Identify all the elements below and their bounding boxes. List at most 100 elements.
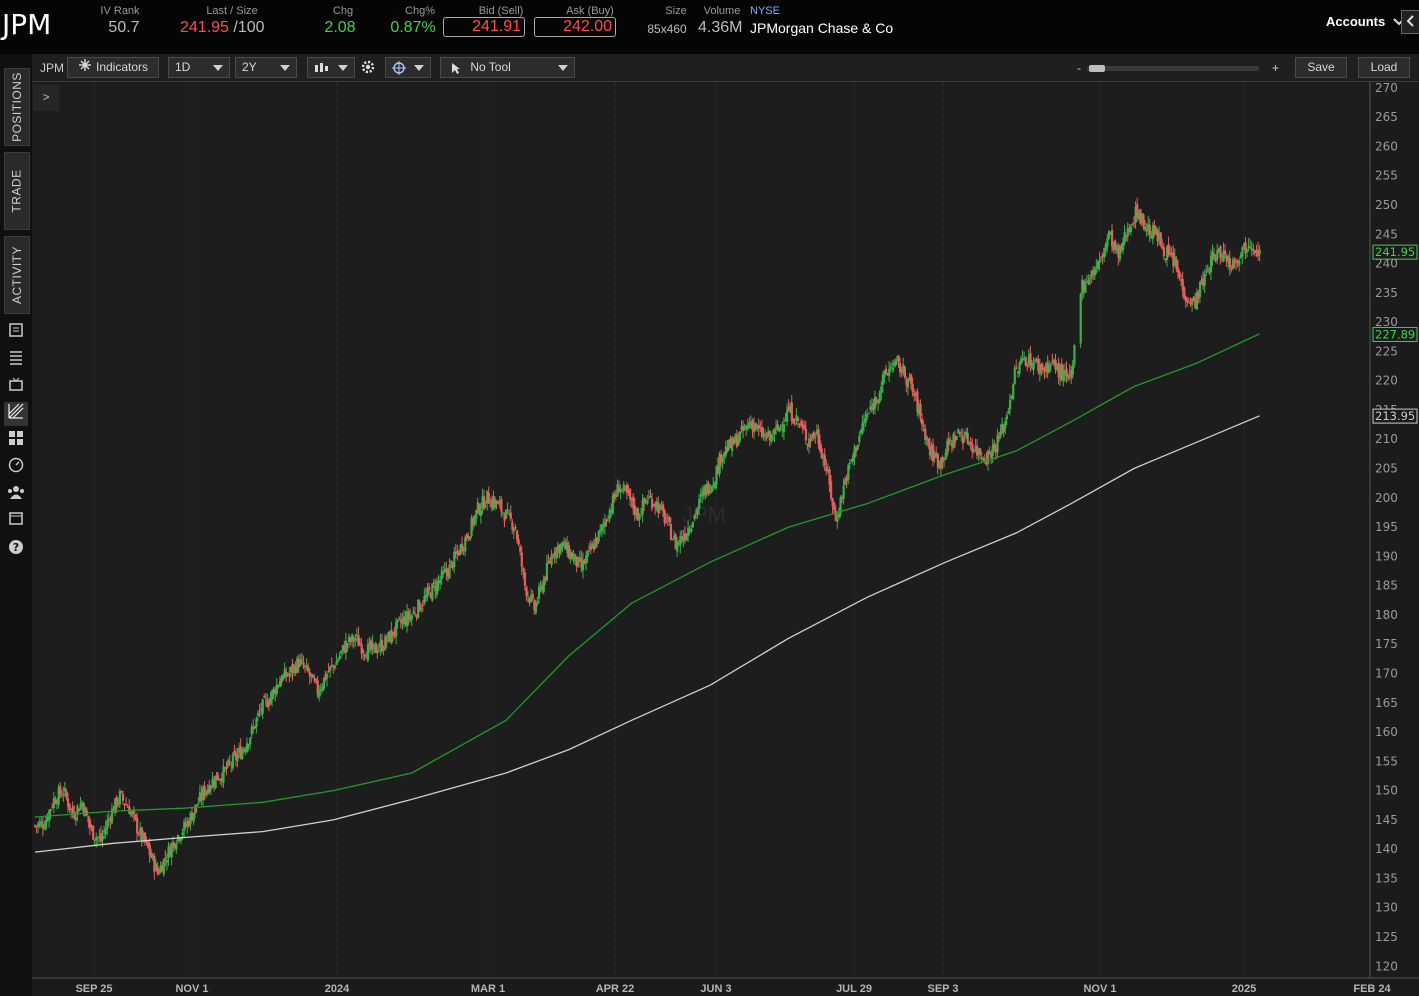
candle-body — [206, 788, 209, 794]
candle-body — [343, 646, 346, 653]
range-select[interactable]: 2Y — [235, 57, 297, 78]
candle-body — [519, 546, 522, 552]
collapse-panel-button[interactable] — [1401, 10, 1419, 34]
candle-body — [131, 811, 134, 813]
tab-positions[interactable]: POSITIONS — [4, 68, 30, 146]
candle-body — [41, 824, 45, 829]
candle-body — [734, 435, 737, 443]
drawing-tool-select[interactable]: No Tool — [440, 57, 575, 78]
candle-body — [597, 530, 600, 542]
candle-body — [952, 434, 955, 449]
candle-body — [465, 534, 468, 539]
price-chart[interactable]: JPM 120 125 130 135 140 145 150 155 160 165 170 175 1… — [32, 82, 1419, 996]
tab-trade-label: TRADE — [10, 169, 25, 213]
chart-symbol[interactable]: JPM — [40, 61, 64, 75]
x-tick-label: 2024 — [325, 983, 350, 995]
candle-body — [836, 519, 839, 523]
candle-body — [1057, 362, 1060, 378]
help-icon[interactable]: ? — [7, 539, 25, 557]
x-tick-label: 2025 — [1232, 983, 1256, 995]
bid-sell-button[interactable]: 241.91 — [443, 17, 525, 37]
interval-select[interactable]: 1D — [168, 57, 230, 78]
candle-body — [946, 441, 949, 455]
chart-icon[interactable] — [4, 402, 28, 426]
news-icon[interactable] — [7, 322, 25, 340]
settings-gear-icon[interactable] — [360, 59, 376, 78]
candle-body — [643, 498, 646, 504]
zoom-slider[interactable] — [1087, 65, 1259, 72]
tab-activity[interactable]: ACTIVITY — [4, 236, 30, 314]
candle-body — [384, 636, 387, 650]
candle-body — [401, 618, 404, 625]
candle-body — [1209, 256, 1213, 273]
candle-body — [473, 515, 476, 524]
grid-icon[interactable] — [7, 430, 25, 448]
indicators-button[interactable]: Indicators — [67, 57, 159, 78]
candle-body — [979, 448, 982, 456]
candle-body — [385, 639, 388, 642]
candle-body — [236, 754, 239, 762]
calendar-icon[interactable] — [7, 510, 25, 528]
chart-canvas[interactable]: JPM 120 125 130 135 140 145 150 155 160 165 170 175 1… — [32, 82, 1419, 996]
candle-body — [121, 794, 125, 801]
candle-body — [208, 785, 211, 793]
people-icon[interactable] — [7, 484, 25, 502]
candle-body — [355, 634, 359, 636]
candle-body — [505, 509, 508, 519]
candle-body — [968, 442, 971, 446]
symbol-label[interactable]: JPM — [2, 8, 52, 41]
candle-body — [1225, 256, 1228, 262]
candle-body — [435, 581, 439, 595]
candle-body — [351, 634, 354, 642]
candle-body — [120, 790, 123, 793]
dashboard-icon[interactable] — [7, 457, 25, 475]
y-tick-label: 240 — [1375, 257, 1398, 271]
candle-body — [1107, 231, 1111, 239]
candle-body — [52, 797, 56, 808]
candle-body — [665, 520, 668, 522]
price-tag-label: 241.95 — [1375, 245, 1415, 259]
ask-buy-button[interactable]: 242.00 — [534, 17, 616, 37]
zoom-in-button[interactable]: + — [1272, 61, 1280, 75]
candle-body — [1147, 223, 1150, 232]
candle-body — [542, 579, 545, 593]
candle-body — [895, 359, 899, 361]
candle-body — [159, 865, 162, 873]
candle-body — [118, 791, 121, 805]
candle-body — [147, 842, 150, 848]
x-tick-label: JUN 3 — [700, 983, 731, 995]
zoom-out-button[interactable]: - — [1077, 61, 1081, 75]
candle-body — [677, 542, 680, 544]
live-tv-icon[interactable] — [7, 376, 25, 394]
indicators-label: Indicators — [96, 60, 149, 75]
candle-body — [851, 455, 855, 462]
candle-body — [1250, 248, 1253, 251]
candle-body — [839, 497, 842, 515]
candle-body — [162, 859, 165, 875]
candle-body — [525, 586, 528, 596]
candle-body — [941, 456, 944, 463]
candle-body — [95, 836, 98, 841]
watchlist-icon[interactable] — [7, 349, 25, 367]
tab-trade[interactable]: TRADE — [4, 152, 30, 230]
volume-value: 4.36M — [698, 19, 743, 36]
candle-body — [916, 391, 919, 412]
load-button[interactable]: Load — [1358, 57, 1410, 78]
candle-body — [773, 428, 776, 435]
accounts-dropdown[interactable]: Accounts — [1326, 14, 1405, 29]
candle-body — [1194, 298, 1197, 309]
zoom-slider-thumb[interactable] — [1089, 65, 1105, 72]
expand-panel-button[interactable]: > — [33, 85, 59, 111]
save-button[interactable]: Save — [1295, 57, 1347, 78]
crosshair-select[interactable] — [385, 57, 431, 78]
y-tick-label: 205 — [1375, 462, 1398, 476]
candle-body — [489, 505, 492, 507]
candle-body — [1048, 365, 1051, 372]
y-tick-label: 160 — [1375, 725, 1398, 739]
candle-body — [580, 558, 583, 569]
candle-body — [1065, 368, 1068, 376]
y-tick-label: 135 — [1375, 871, 1398, 885]
candle-body — [759, 427, 762, 429]
chart-type-select[interactable] — [307, 57, 355, 78]
y-tick-label: 145 — [1375, 813, 1398, 827]
